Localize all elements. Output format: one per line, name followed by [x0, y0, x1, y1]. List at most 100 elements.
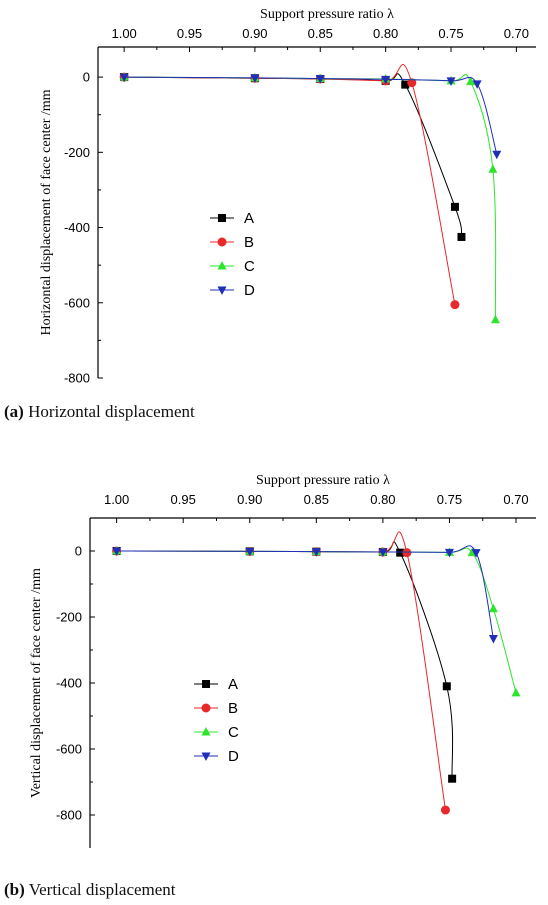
series-D — [112, 545, 498, 644]
y-axis-title: Horizontal displacement of face center /… — [39, 89, 54, 335]
legend-label-C: C — [228, 724, 239, 741]
data-point-D — [446, 77, 456, 86]
series-B — [112, 531, 450, 815]
x-tick-label: 0.75 — [437, 492, 462, 507]
series-A — [120, 73, 466, 241]
data-point-D — [245, 547, 255, 557]
y-tick-label: -800 — [56, 808, 82, 823]
data-point-A — [396, 548, 405, 557]
chart-b: 1.00 0.95 0.90 0.85 0.80 0.75 0.70 0 -200 -400 -60… — [29, 473, 536, 848]
data-point-A — [448, 774, 457, 783]
data-point-C — [488, 164, 498, 173]
series-C — [112, 546, 521, 697]
series-line-C — [116, 547, 517, 694]
series-line-B — [116, 531, 446, 811]
y-tick-label: 0 — [75, 544, 82, 559]
y-tick-label: -600 — [64, 295, 90, 310]
series-line-C — [124, 73, 497, 320]
data-point-D — [119, 73, 129, 83]
y-tick-label: -800 — [64, 371, 90, 386]
y-tick-label: -200 — [64, 145, 90, 160]
data-point-B — [402, 548, 412, 558]
data-point-C — [511, 687, 521, 697]
x-tick-label: 0.85 — [308, 26, 333, 41]
series-line-B — [124, 64, 456, 305]
x-tick-label: 0.80 — [373, 26, 398, 41]
y-tick-label: -400 — [64, 220, 90, 235]
legend-marker-D — [201, 752, 211, 761]
data-point-A — [442, 682, 451, 691]
data-point-B — [450, 300, 460, 310]
y-axis-title: Vertical displacement of face center /mm — [29, 568, 44, 798]
data-point-D — [472, 80, 482, 89]
series-line-A — [116, 541, 454, 779]
caption-a-text: Horizontal displacement — [28, 402, 195, 421]
x-tick-label: 0.90 — [242, 26, 267, 41]
legend-marker-A — [218, 214, 226, 222]
x-tick-label: 1.00 — [104, 492, 129, 507]
data-point-D — [378, 548, 388, 557]
legend-label-B: B — [228, 700, 238, 717]
chart-a: 1.00 0.95 0.90 0.85 0.80 0.75 0.70 0 -200 -400 -60… — [39, 7, 536, 386]
data-point-D — [311, 548, 321, 557]
legend-marker-C — [217, 261, 227, 270]
x-tick-label: 0.70 — [504, 26, 529, 41]
data-point-D — [492, 150, 502, 160]
y-tick-label: -600 — [56, 742, 82, 757]
caption-a-label: (a) — [4, 402, 24, 421]
legend-marker-D — [217, 286, 227, 295]
data-point-A — [450, 202, 459, 211]
legend-label-B: B — [244, 234, 254, 251]
x-tick-label: 0.85 — [304, 492, 329, 507]
x-tick-label: 0.95 — [171, 492, 196, 507]
data-point-D — [444, 548, 454, 558]
x-tick-label: 0.80 — [370, 492, 395, 507]
legend-label-D: D — [244, 282, 255, 299]
x-tick-label: 0.95 — [177, 26, 202, 41]
y-tick-label: -400 — [56, 676, 82, 691]
series-D — [119, 73, 502, 160]
legend-label-C: C — [244, 258, 255, 275]
legend-marker-A — [202, 680, 210, 688]
caption-a: (a) Horizontal displacement — [4, 402, 195, 422]
data-point-C — [466, 76, 476, 86]
caption-b: (b) Vertical displacement — [4, 880, 176, 900]
legend-marker-C — [201, 727, 211, 736]
caption-b-label: (b) — [4, 880, 25, 899]
y-tick-label: 0 — [83, 70, 90, 85]
data-point-D — [488, 634, 498, 644]
x-axis-title: Support pressure ratio λ — [256, 473, 390, 488]
data-point-C — [490, 314, 500, 324]
x-tick-label: 0.75 — [438, 26, 463, 41]
series-C — [119, 72, 500, 324]
series-line-D — [116, 545, 494, 639]
legend-label-D: D — [228, 748, 239, 765]
data-point-D — [112, 547, 122, 556]
caption-b-text: Vertical displacement — [28, 880, 176, 899]
data-point-C — [488, 603, 498, 613]
data-point-B — [407, 78, 417, 88]
legend-label-A: A — [228, 676, 238, 693]
x-tick-label: 0.70 — [503, 492, 528, 507]
series-A — [112, 541, 457, 783]
data-point-A — [457, 232, 466, 241]
legend-label-A: A — [244, 210, 254, 227]
x-axis-title: Support pressure ratio λ — [260, 7, 394, 22]
series-B — [119, 64, 460, 310]
data-point-D — [471, 549, 481, 558]
data-point-B — [440, 805, 450, 815]
data-point-A — [401, 80, 410, 89]
series-line-D — [124, 76, 498, 155]
legend-marker-B — [201, 703, 211, 713]
x-tick-label: 0.90 — [237, 492, 262, 507]
x-tick-label: 1.00 — [111, 26, 136, 41]
data-point-D — [381, 75, 391, 85]
y-tick-label: -200 — [56, 610, 82, 625]
series-line-A — [124, 73, 463, 238]
data-point-D — [315, 75, 325, 84]
data-point-D — [250, 74, 260, 83]
legend-marker-B — [217, 237, 227, 247]
